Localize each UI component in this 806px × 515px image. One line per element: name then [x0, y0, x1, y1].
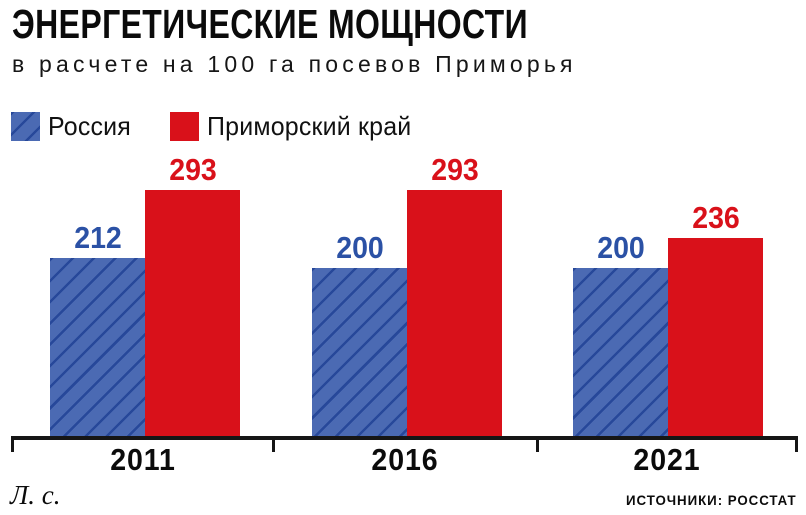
primorsky-krai-swatch-icon: [170, 112, 199, 141]
value-label-primorsky-krai-2016: 293: [430, 152, 479, 187]
legend-item-primorsky-krai: Приморский край: [170, 111, 420, 142]
x-axis-line: [11, 436, 798, 440]
x-axis-tick: [11, 436, 14, 452]
value-label-primorsky-krai-2021: 236: [691, 200, 740, 235]
x-axis-tick: [272, 436, 275, 452]
x-axis-label-2021: 2021: [633, 442, 701, 477]
russia-swatch-icon: [11, 112, 40, 141]
header: ЭНЕРГЕТИЧЕСКИЕ МОЩНОСТИ в расчете на 100…: [12, 4, 674, 76]
value-label-russia-2011: 212: [73, 220, 122, 255]
bar-primorsky-krai-2011: [145, 190, 240, 436]
legend-label-russia: Россия: [48, 111, 132, 141]
chart-subtitle: в расчете на 100 га посевов Приморья: [12, 51, 577, 77]
bar-russia-2011: [50, 258, 145, 436]
x-axis-tick: [795, 436, 798, 452]
bar-russia-2021: [573, 268, 668, 436]
value-label-russia-2016: 200: [335, 230, 384, 265]
x-axis-label-2011: 2011: [110, 442, 176, 477]
value-label-russia-2021: 200: [596, 230, 645, 265]
unit-label: Л. с.: [10, 480, 61, 510]
chart-title: ЭНЕРГЕТИЧЕСКИЕ МОЩНОСТИ: [12, 1, 528, 47]
legend-label-primorsky-krai: Приморский край: [207, 111, 412, 141]
source-label: ИСТОЧНИКИ: РОССТАТ: [626, 492, 797, 508]
bar-primorsky-krai-2016: [407, 190, 502, 436]
x-axis-label-2016: 2016: [371, 442, 439, 477]
legend-item-russia: Россия: [11, 111, 134, 142]
value-label-primorsky-krai-2011: 293: [168, 152, 217, 187]
bar-primorsky-krai-2021: [668, 238, 763, 436]
bar-russia-2016: [312, 268, 407, 436]
x-axis-tick: [536, 436, 539, 452]
